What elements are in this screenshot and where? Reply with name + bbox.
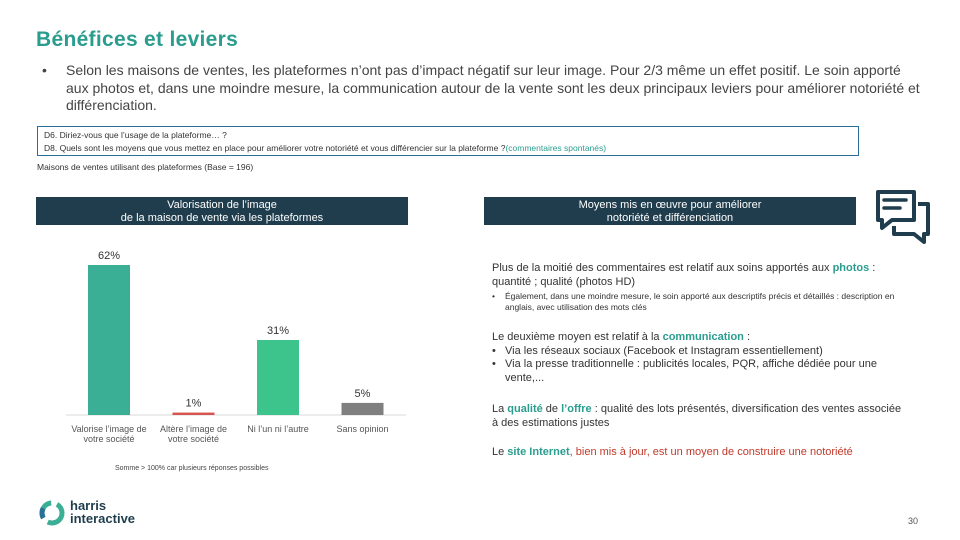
left-header-line1: Valorisation de l’image — [167, 199, 277, 211]
question-d6: D6. Diriez-vous que l’usage de la platef… — [44, 130, 227, 140]
intro-paragraph: • Selon les maisons de ventes, les plate… — [36, 62, 926, 115]
photos-subitem-text: Également, dans une moindre mesure, le s… — [505, 291, 895, 312]
communication-item-2-text: Via la presse traditionnelle : publicité… — [505, 358, 877, 384]
website-text-post: , bien mis à jour, est un moyen de const… — [569, 446, 853, 458]
page-number: 30 — [908, 516, 919, 526]
offer-text-post: : qualité des lots présentés, diversific… — [492, 403, 902, 429]
communication-item-1-text: Via les réseaux sociaux (Facebook et Ins… — [505, 344, 823, 357]
website-text-pre: Le — [492, 446, 508, 458]
chart-category-label-2-1: Altère l’image de — [160, 424, 227, 434]
communication-highlight: communication — [662, 331, 744, 343]
left-section-header: Valorisation de l’image de la maison de … — [36, 197, 408, 225]
intro-bullet: • — [42, 62, 47, 78]
question-d8-text: D8. Quels sont les moyens que vous mette… — [44, 142, 506, 153]
communication-text: Le deuxième moyen est relatif à la commu… — [492, 331, 902, 345]
offer-text-mid: de — [542, 403, 562, 415]
chart-category-label-3-1: Ni l’un ni l’autre — [247, 424, 309, 434]
photos-text: Plus de la moitié des commentaires est r… — [492, 262, 902, 289]
right-section-header: Moyens mis en œuvre pour améliorer notor… — [484, 197, 856, 225]
base-note: Maisons de ventes utilisant des platefor… — [37, 162, 254, 172]
harris-logo-text: harris interactive — [70, 499, 135, 525]
photos-subitem-bullet: • — [492, 291, 495, 301]
question-d8-note: (commentaires spontanés) — [505, 142, 607, 153]
photos-text-pre: Plus de la moitié des commentaires est r… — [492, 262, 833, 274]
offer-highlight-offer: l’offre — [561, 403, 592, 415]
photos-block: Plus de la moitié des commentaires est r… — [492, 262, 902, 313]
chart-bar-4 — [341, 402, 384, 415]
logo-line1: harris — [70, 498, 107, 513]
photos-subitem: • Également, dans une moindre mesure, le … — [492, 291, 902, 313]
chart-category-label-2-2: votre société — [168, 434, 219, 444]
right-header-line1: Moyens mis en œuvre pour améliorer — [578, 199, 762, 211]
harris-logo-icon — [39, 500, 65, 526]
website-highlight: site Internet — [507, 446, 570, 458]
chart-value-label-3: 31% — [267, 325, 289, 337]
chart-category-label-4-1: Sans opinion — [336, 424, 388, 434]
chat-bubbles-icon — [876, 190, 930, 244]
chart-category-label-1-1: Valorise l’image de — [71, 424, 146, 434]
question-box: D6. Diriez-vous que l’usage de la platef… — [37, 126, 859, 156]
photos-highlight: photos — [832, 262, 870, 274]
communication-text-pre: Le deuxième moyen est relatif à la — [492, 331, 663, 343]
chart-bar-1 — [88, 265, 130, 415]
chart-value-label-4: 5% — [355, 388, 371, 400]
offer-highlight-quality: qualité — [507, 403, 543, 415]
right-header-line2: notoriété et différenciation — [606, 212, 734, 224]
logo-line2: interactive — [70, 511, 136, 526]
chart-value-label-2: 1% — [186, 398, 202, 410]
chart-value-label-1: 62% — [98, 250, 120, 262]
footnote: Somme > 100% car plusieurs réponses poss… — [115, 465, 269, 472]
chart-bar-3 — [257, 340, 299, 415]
website-block: Le site Internet, bien mis à jour, est u… — [492, 446, 902, 460]
photos-text-post: : quantité ; qualité (photos HD) — [492, 262, 876, 288]
offer-text-pre: La — [492, 403, 508, 415]
communication-text-post: : — [743, 331, 751, 343]
communication-item-2-bullet: • — [492, 358, 496, 370]
communication-item-2: • Via la presse traditionnelle : publicit… — [492, 358, 902, 385]
page-title: Bénéfices et leviers — [36, 28, 239, 51]
chart-category-label-1-2: votre société — [83, 434, 134, 444]
question-d8: D8. Quels sont les moyens que vous mette… — [44, 142, 852, 155]
intro-text: Selon les maisons de ventes, les platefo… — [66, 62, 920, 113]
offer-block: La qualité de l’offre : qualité des lots… — [492, 403, 902, 430]
communication-item-1: • Via les réseaux sociaux (Facebook et In… — [492, 345, 902, 359]
communication-block: Le deuxième moyen est relatif à la commu… — [492, 331, 902, 385]
communication-item-1-bullet: • — [492, 344, 496, 357]
chart-bar-2 — [172, 412, 215, 415]
left-header-line2: de la maison de vente via les plateforme… — [120, 212, 324, 224]
